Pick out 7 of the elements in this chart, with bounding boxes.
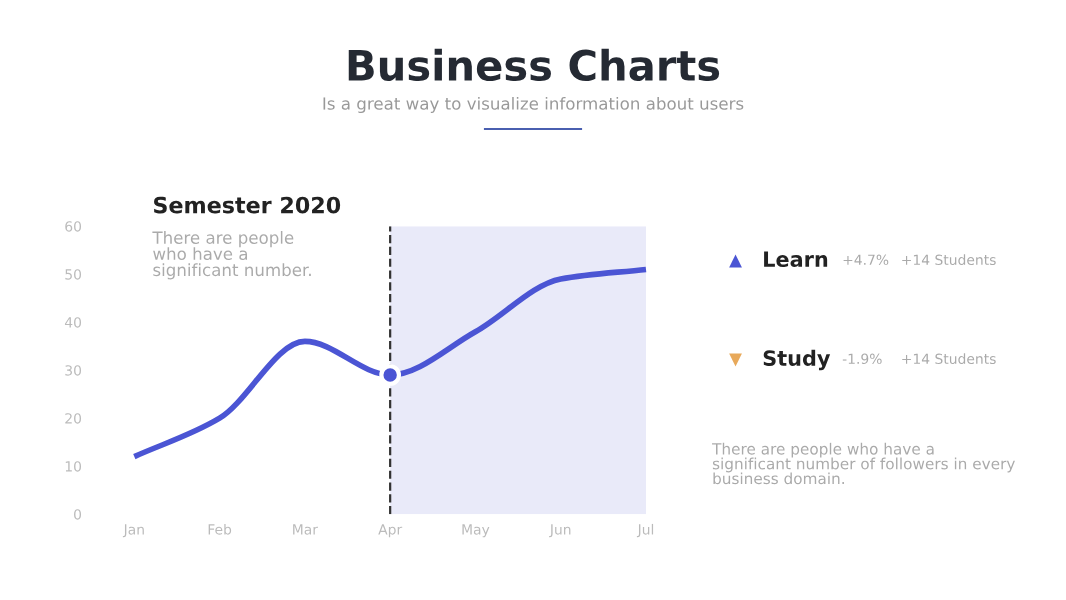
chart-title: Business Charts [348, 48, 720, 82]
line-series [131, 266, 649, 460]
text: Semester 2020 [154, 196, 341, 214]
text: Learn [764, 251, 828, 268]
annotation: There are people who have a significant number. [152, 231, 311, 280]
text: Study [763, 349, 831, 371]
chart-subtitle: Is a great way to visualize information about users [323, 96, 744, 114]
